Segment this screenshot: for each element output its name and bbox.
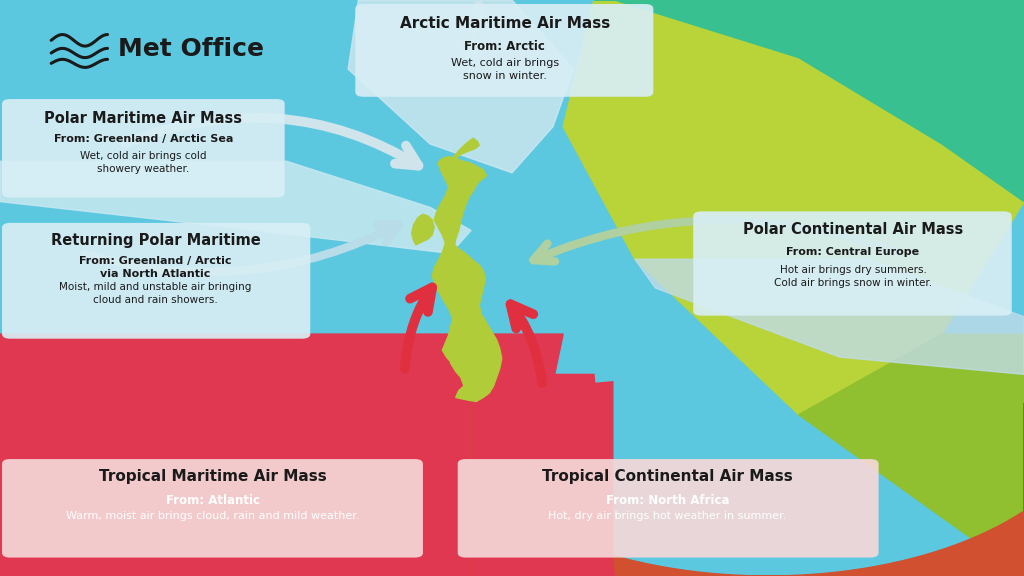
Text: Warm, moist air brings cloud, rain and mild weather.: Warm, moist air brings cloud, rain and m… [67, 511, 359, 521]
Text: Polar Continental Air Mass: Polar Continental Air Mass [742, 222, 964, 237]
Polygon shape [451, 138, 479, 161]
Text: From: Greenland / Arctic
via North Atlantic: From: Greenland / Arctic via North Atlan… [80, 256, 231, 279]
Polygon shape [0, 161, 471, 253]
Polygon shape [0, 334, 563, 576]
FancyBboxPatch shape [2, 459, 423, 558]
Text: Wet, cold air brings
snow in winter.: Wet, cold air brings snow in winter. [451, 58, 559, 81]
Text: Tropical Continental Air Mass: Tropical Continental Air Mass [543, 469, 793, 484]
Text: From: Arctic: From: Arctic [465, 40, 545, 54]
Polygon shape [348, 0, 573, 173]
Text: Moist, mild and unstable air bringing
cloud and rain showers.: Moist, mild and unstable air bringing cl… [59, 282, 252, 305]
FancyBboxPatch shape [693, 211, 1012, 316]
Text: Arctic Maritime Air Mass: Arctic Maritime Air Mass [399, 16, 610, 31]
Polygon shape [471, 374, 614, 576]
Text: From: Greenland / Arctic Sea: From: Greenland / Arctic Sea [53, 134, 233, 143]
Polygon shape [799, 334, 1024, 576]
Polygon shape [432, 157, 502, 401]
Text: Tropical Maritime Air Mass: Tropical Maritime Air Mass [99, 469, 327, 484]
FancyBboxPatch shape [2, 99, 285, 198]
Text: Returning Polar Maritime: Returning Polar Maritime [51, 233, 260, 248]
FancyBboxPatch shape [458, 459, 879, 558]
Text: Met Office: Met Office [118, 37, 264, 62]
Text: From: Central Europe: From: Central Europe [786, 247, 920, 256]
FancyBboxPatch shape [2, 223, 310, 339]
Polygon shape [471, 403, 1024, 576]
Text: Hot, dry air brings hot weather in summer.: Hot, dry air brings hot weather in summe… [549, 511, 786, 521]
Text: From: Atlantic: From: Atlantic [166, 494, 260, 507]
Polygon shape [635, 259, 1024, 374]
FancyBboxPatch shape [355, 4, 653, 97]
Text: Wet, cold air brings cold
showery weather.: Wet, cold air brings cold showery weathe… [80, 151, 207, 174]
Polygon shape [563, 0, 1024, 415]
Text: Hot air brings dry summers.
Cold air brings snow in winter.: Hot air brings dry summers. Cold air bri… [774, 265, 932, 288]
Text: Polar Maritime Air Mass: Polar Maritime Air Mass [44, 111, 243, 126]
Polygon shape [412, 214, 434, 245]
Text: From: North Africa: From: North Africa [606, 494, 729, 507]
Polygon shape [594, 0, 1024, 202]
